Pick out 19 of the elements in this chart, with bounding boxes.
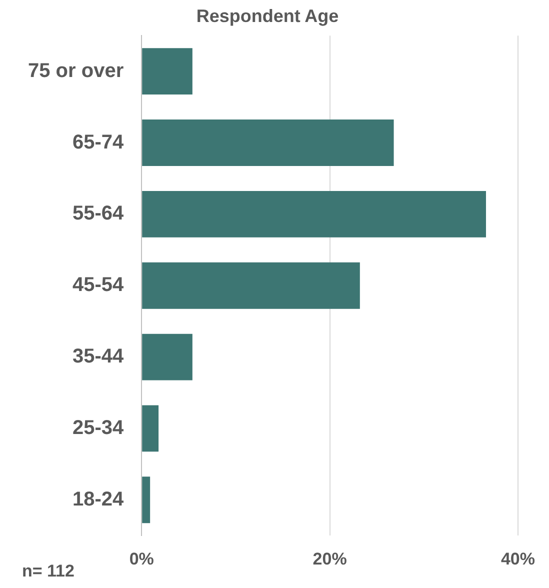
y-tick-label: 35-44	[72, 346, 124, 368]
y-tick-label: 55-64	[72, 202, 124, 225]
chart-title: Respondent Age	[196, 6, 339, 26]
x-tick-label: 40%	[500, 549, 536, 568]
text: n= 112	[22, 561, 74, 580]
x-tick-label: 20%	[312, 549, 347, 568]
bar	[142, 262, 360, 309]
y-tick-label: 75 or over	[28, 60, 124, 82]
bar	[142, 120, 394, 166]
y-tick-label: 45-54	[72, 274, 124, 296]
y-tick-label: 25-34	[72, 416, 124, 439]
bar	[142, 190, 486, 238]
y-tick-label: 18-24	[72, 488, 124, 510]
bar	[142, 334, 192, 380]
bar	[142, 405, 159, 452]
bar	[142, 476, 150, 524]
y-tick-label: 65-74	[72, 131, 124, 154]
bar	[142, 48, 192, 95]
x-tick-label: 0%	[129, 549, 154, 568]
